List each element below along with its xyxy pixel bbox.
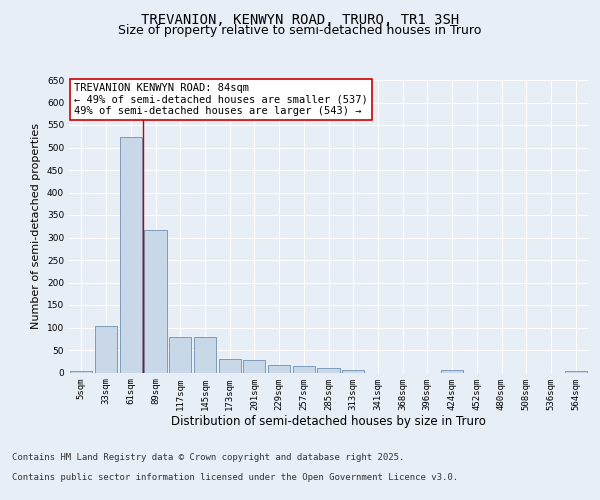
Bar bbox=[293, 366, 315, 372]
Bar bbox=[70, 371, 92, 372]
Bar bbox=[342, 370, 364, 372]
Text: Size of property relative to semi-detached houses in Truro: Size of property relative to semi-detach… bbox=[118, 24, 482, 37]
Text: TREVANION KENWYN ROAD: 84sqm
← 49% of semi-detached houses are smaller (537)
49%: TREVANION KENWYN ROAD: 84sqm ← 49% of se… bbox=[74, 83, 368, 116]
Bar bbox=[441, 370, 463, 372]
Text: Contains public sector information licensed under the Open Government Licence v3: Contains public sector information licen… bbox=[12, 472, 458, 482]
Y-axis label: Number of semi-detached properties: Number of semi-detached properties bbox=[31, 123, 41, 329]
Bar bbox=[145, 230, 167, 372]
Text: Contains HM Land Registry data © Crown copyright and database right 2025.: Contains HM Land Registry data © Crown c… bbox=[12, 452, 404, 462]
Bar bbox=[194, 338, 216, 372]
X-axis label: Distribution of semi-detached houses by size in Truro: Distribution of semi-detached houses by … bbox=[171, 415, 486, 428]
Bar bbox=[243, 360, 265, 372]
Bar bbox=[119, 136, 142, 372]
Bar bbox=[565, 371, 587, 372]
Bar bbox=[218, 359, 241, 372]
Bar bbox=[169, 338, 191, 372]
Text: TREVANION, KENWYN ROAD, TRURO, TR1 3SH: TREVANION, KENWYN ROAD, TRURO, TR1 3SH bbox=[141, 12, 459, 26]
Bar bbox=[317, 368, 340, 372]
Bar bbox=[95, 326, 117, 372]
Bar bbox=[268, 365, 290, 372]
